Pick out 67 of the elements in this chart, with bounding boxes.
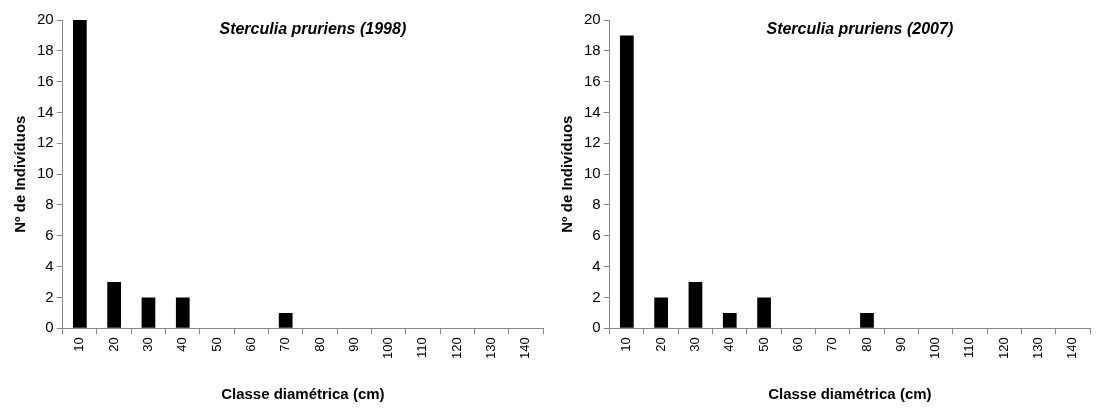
x-tick-label: 60 xyxy=(789,337,805,352)
y-tick-label: 0 xyxy=(592,318,601,336)
x-tick-label: 90 xyxy=(345,337,361,352)
x-tick-label: 110 xyxy=(961,337,977,359)
x-tick-label: 10 xyxy=(618,337,634,352)
bar xyxy=(278,312,293,328)
y-tick-label: 0 xyxy=(45,318,54,336)
y-tick-label: 14 xyxy=(584,102,601,120)
x-tick-label: 40 xyxy=(174,337,190,352)
y-axis-title: Nº de Indivíduos xyxy=(558,115,576,233)
x-tick-label: 120 xyxy=(448,337,464,360)
y-tick-label: 2 xyxy=(45,287,54,305)
x-axis-title: Classe diamétrica (cm) xyxy=(768,385,932,403)
bar xyxy=(72,20,87,328)
x-tick-label: 110 xyxy=(414,337,430,359)
x-axis-title: Classe diamétrica (cm) xyxy=(221,385,385,403)
x-tick-label: 10 xyxy=(71,337,87,352)
x-tick-label: 70 xyxy=(277,337,293,352)
x-tick-label: 140 xyxy=(1064,337,1080,360)
x-tick-label: 40 xyxy=(721,337,737,352)
bar xyxy=(654,297,669,328)
y-tick-label: 20 xyxy=(37,10,54,28)
bar xyxy=(619,35,634,328)
y-tick-label: 8 xyxy=(45,195,54,213)
bar xyxy=(688,282,703,328)
x-tick-label: 130 xyxy=(1030,337,1046,360)
x-tick-label: 20 xyxy=(652,337,668,352)
chart-title: Sterculia pruriens (2007) xyxy=(766,20,954,38)
y-tick-label: 12 xyxy=(584,133,601,151)
bar xyxy=(107,282,122,328)
x-tick-label: 140 xyxy=(517,337,533,360)
x-tick-label: 20 xyxy=(105,337,121,352)
y-tick-label: 10 xyxy=(584,164,601,182)
x-tick-label: 100 xyxy=(380,337,396,360)
x-tick-label: 30 xyxy=(687,337,703,352)
y-tick-label: 18 xyxy=(37,40,54,58)
bar xyxy=(175,297,190,328)
chart-title: Sterculia pruriens (1998) xyxy=(219,20,407,38)
x-tick-label: 50 xyxy=(208,337,224,352)
y-tick-label: 6 xyxy=(592,225,601,243)
bar xyxy=(722,312,737,328)
y-tick-label: 16 xyxy=(37,71,54,89)
x-tick-label: 100 xyxy=(927,337,943,360)
bar xyxy=(757,297,771,328)
x-tick-label: 30 xyxy=(140,337,156,352)
bar xyxy=(141,297,156,328)
x-tick-label: 50 xyxy=(755,337,771,352)
y-tick-label: 12 xyxy=(37,133,54,151)
y-tick-label: 18 xyxy=(584,40,601,58)
y-tick-label: 14 xyxy=(37,102,54,120)
x-tick-label: 80 xyxy=(858,337,874,352)
x-tick-label: 80 xyxy=(311,337,327,352)
y-tick-label: 6 xyxy=(45,225,54,243)
x-tick-label: 60 xyxy=(242,337,258,352)
y-axis-title: Nº de Indivíduos xyxy=(11,115,29,233)
x-tick-label: 90 xyxy=(892,337,908,352)
y-tick-label: 16 xyxy=(584,71,601,89)
y-tick-label: 2 xyxy=(592,287,601,305)
y-tick-label: 20 xyxy=(584,10,601,28)
y-tick-label: 10 xyxy=(37,164,54,182)
y-tick-label: 4 xyxy=(592,256,601,274)
x-tick-label: 70 xyxy=(824,337,840,352)
y-tick-label: 4 xyxy=(45,256,54,274)
x-tick-label: 120 xyxy=(995,337,1011,360)
x-tick-label: 130 xyxy=(483,337,499,360)
bar xyxy=(860,312,874,328)
y-tick-label: 8 xyxy=(592,195,601,213)
